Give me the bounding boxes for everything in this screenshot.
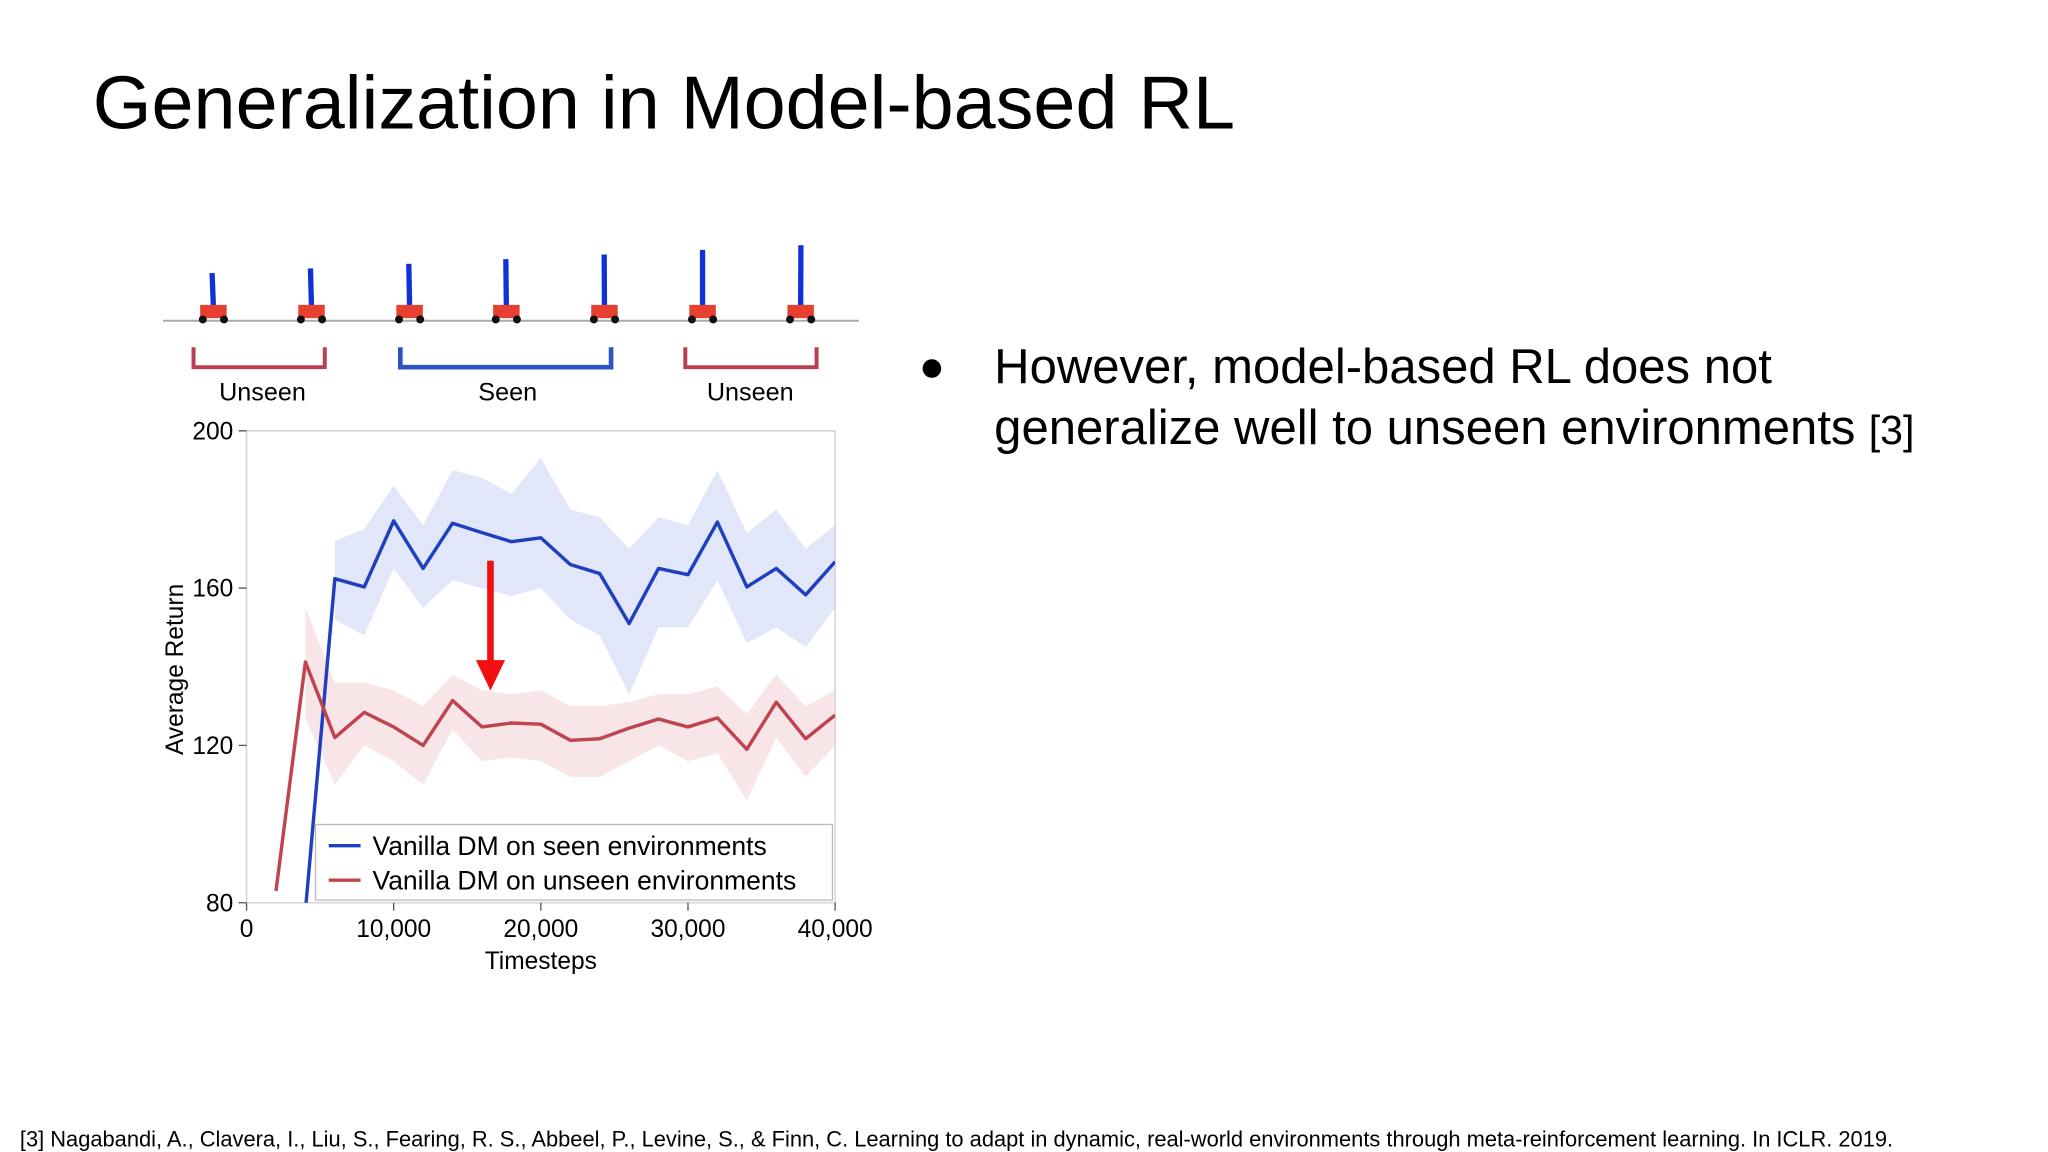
cart bbox=[396, 304, 423, 319]
group-label: Unseen bbox=[219, 378, 306, 406]
plot-area bbox=[274, 458, 836, 903]
wheel bbox=[198, 315, 207, 324]
legend: Vanilla DM on seen environments Vanilla D… bbox=[314, 823, 834, 901]
content: Generalization in Model-based RL However… bbox=[20, 62, 1915, 1152]
y-axis-label: Average Return bbox=[162, 584, 189, 755]
wheel bbox=[220, 315, 228, 324]
arrow-head bbox=[475, 660, 506, 691]
x-tick-label: 30,000 bbox=[650, 916, 725, 943]
legend-label: Vanilla DM on unseen environments bbox=[372, 865, 796, 895]
axes: 80 120 160 200 0 10,000 20,000 30,000 40,000 Time… bbox=[162, 418, 873, 975]
wheel bbox=[807, 315, 816, 324]
illustration: Unseen Seen Unseen bbox=[163, 245, 859, 406]
wheel bbox=[512, 315, 521, 324]
bullet-dot bbox=[922, 359, 942, 378]
group-label: Unseen bbox=[707, 378, 794, 406]
x-axis-label: Timesteps bbox=[485, 948, 597, 975]
bullet-line-text: generalize well to unseen environments bbox=[994, 401, 1855, 455]
cart bbox=[591, 304, 618, 319]
bracket bbox=[398, 347, 614, 370]
wheel bbox=[786, 315, 795, 324]
y-tick-label: 200 bbox=[192, 418, 233, 445]
carts bbox=[198, 245, 816, 324]
series-line bbox=[274, 660, 836, 892]
footnote: [3] Nagabandi, A., Clavera, I., Liu, S.,… bbox=[20, 1127, 1893, 1152]
bracket bbox=[683, 347, 819, 370]
pole bbox=[503, 259, 510, 308]
wheel bbox=[416, 315, 425, 324]
legend-box bbox=[314, 823, 834, 901]
y-tick-label: 80 bbox=[206, 890, 233, 917]
bullet-line: However, model-based RL does not bbox=[994, 340, 1772, 394]
group-label: Seen bbox=[478, 378, 537, 406]
bullet-line: generalize well to unseen environments [3… bbox=[994, 401, 1914, 455]
pole bbox=[406, 263, 413, 308]
series-line bbox=[304, 519, 836, 903]
x-tick-label: 10,000 bbox=[356, 916, 431, 943]
pole bbox=[307, 268, 315, 308]
confidence-band bbox=[305, 607, 836, 801]
cart bbox=[200, 304, 227, 319]
x-tick-label: 40,000 bbox=[798, 916, 873, 943]
citation: [3] bbox=[1869, 407, 1915, 453]
x-tick-label: 20,000 bbox=[503, 916, 578, 943]
wheel bbox=[687, 315, 696, 324]
slide-title: Generalization in Model-based RL bbox=[93, 62, 1235, 146]
wheel bbox=[709, 315, 718, 324]
cart bbox=[689, 304, 716, 319]
y-tick-label: 120 bbox=[192, 733, 233, 760]
legend-label: Vanilla DM on seen environments bbox=[372, 831, 766, 861]
wheel bbox=[318, 315, 327, 324]
wheel bbox=[395, 315, 403, 324]
cart bbox=[298, 304, 325, 319]
bracket bbox=[191, 347, 327, 370]
x-tick-label: 0 bbox=[240, 916, 254, 943]
pole bbox=[209, 272, 217, 308]
confidence-band bbox=[334, 458, 836, 695]
wheel bbox=[491, 315, 500, 324]
wheel bbox=[296, 315, 305, 324]
cart bbox=[493, 304, 520, 319]
wheel bbox=[589, 315, 598, 324]
wheel bbox=[611, 315, 620, 324]
y-tick-label: 160 bbox=[192, 576, 233, 603]
cart bbox=[787, 304, 814, 319]
